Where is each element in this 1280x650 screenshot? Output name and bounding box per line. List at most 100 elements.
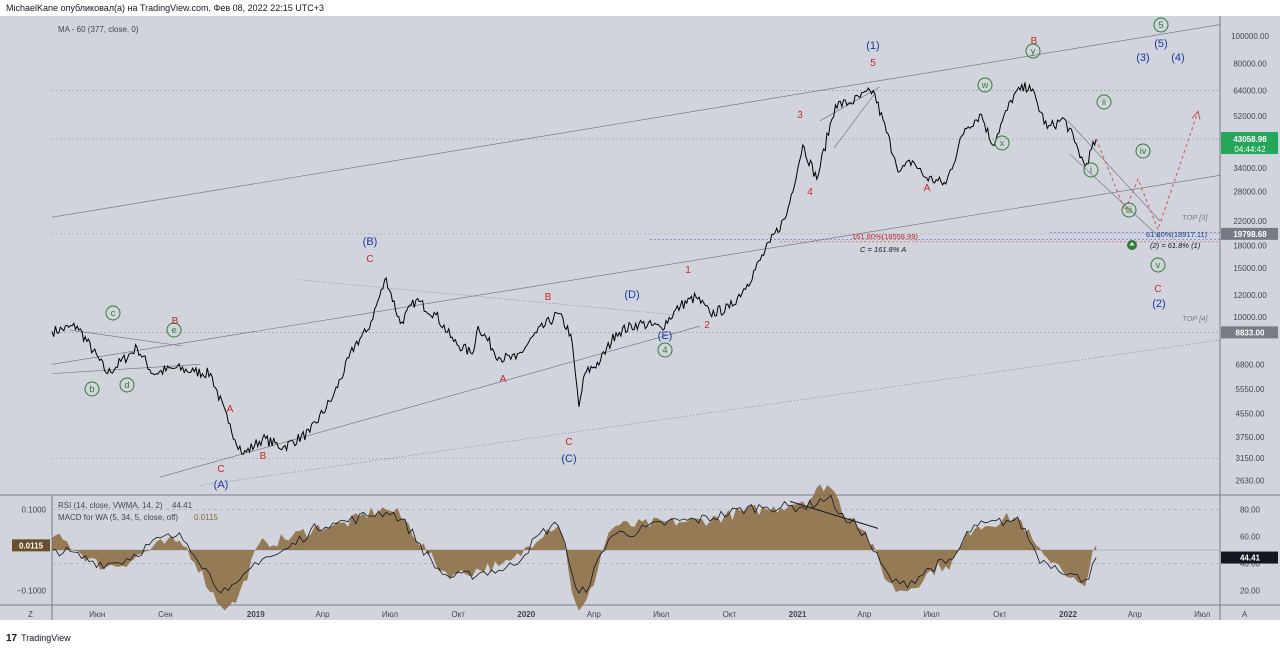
time-tick-label: Июл xyxy=(382,610,399,619)
wave-label-red: 2 xyxy=(704,320,710,331)
price-tick-label: 2630.00 xyxy=(1236,476,1265,485)
wave-label-red: 3 xyxy=(797,110,803,121)
fib-blue-note: (2) = 61.8% (1) xyxy=(1150,241,1201,250)
price-tick-label: 18000.00 xyxy=(1233,242,1267,251)
wave-marker-green xyxy=(1083,162,1099,178)
current-price-badge-bg xyxy=(1221,132,1278,155)
wedge2-upper xyxy=(1067,120,1161,222)
current-price-badge-timer: 04:44:42 xyxy=(1234,145,1266,154)
top3-price-badge-bg xyxy=(1221,227,1278,240)
rsi-tick-label: 80.00 xyxy=(1240,506,1261,515)
price-tick-label: 28000.00 xyxy=(1233,188,1267,197)
macd-area xyxy=(52,484,1097,611)
macd-indicator-label: MACD for WA (5, 34, 5, close, off) xyxy=(58,513,178,522)
wave-marker-green xyxy=(1150,257,1166,273)
wave-label-green: 4 xyxy=(662,345,667,355)
top4-price-badge-bg xyxy=(1221,326,1278,339)
arrow-up-icon-glyph xyxy=(1129,242,1135,246)
wave-label-green: iv xyxy=(1140,146,1147,156)
time-tick-label: 2021 xyxy=(789,610,807,619)
wave-marker-green xyxy=(657,342,673,358)
channel-upper xyxy=(51,24,1221,218)
top3-price-badge: 19798.68 xyxy=(1233,230,1267,239)
rsi-divergence-line xyxy=(789,500,879,529)
rsi-indicator-value: 44.41 xyxy=(172,501,193,510)
wedge-lower xyxy=(51,364,201,374)
price-pane-bg xyxy=(52,16,1220,494)
time-tick-label: 2022 xyxy=(1059,610,1077,619)
wave-label-blue: (2) xyxy=(1152,298,1165,310)
fib-red-label: 161.80%(18558.99) xyxy=(852,232,918,241)
footer-brand: TradingView xyxy=(21,633,71,643)
wave-label-red: C xyxy=(217,464,224,475)
time-tick-label: 2019 xyxy=(247,610,265,619)
price-tick-label: 100000.00 xyxy=(1231,32,1269,41)
macd-indicator-value: 0.0115 xyxy=(194,513,218,522)
wave-marker-green xyxy=(1153,17,1169,33)
wave-label-green: b xyxy=(89,384,94,394)
wave-label-red: C xyxy=(565,437,572,448)
wave-label-red: 5 xyxy=(870,58,876,69)
rsi-indicator-label: RSI (14, close, VWMA, 14, 2) xyxy=(58,501,163,510)
wave-marker-green xyxy=(1096,94,1112,110)
wave-label-red: A xyxy=(227,404,234,415)
wave-label-red: C xyxy=(366,254,373,265)
price-tick-label: 3750.00 xyxy=(1236,433,1265,442)
wave-label-blue: (C) xyxy=(561,453,576,465)
time-tick-label: Апр xyxy=(587,610,602,619)
macd-tick-label: −0.1000 xyxy=(17,587,47,596)
time-axis-right-button[interactable]: A xyxy=(1242,610,1248,619)
macd-tick-label: 0.1000 xyxy=(22,506,47,515)
wave-marker-green xyxy=(1135,143,1151,159)
publish-attribution: MichaelKane опубликовал(а) на TradingVie… xyxy=(0,0,1280,16)
wave-label-green: x xyxy=(1000,138,1005,148)
wave-label-green: w xyxy=(981,80,989,90)
ma-indicator-label: MA - 60 (377, close, 0) xyxy=(58,25,139,34)
wave-label-green: v xyxy=(1156,260,1161,270)
time-tick-label: Июл xyxy=(1194,610,1211,619)
rsi-value-badge-bg xyxy=(1221,551,1278,564)
wave-marker-green xyxy=(166,322,182,338)
time-axis-left-button[interactable]: Z xyxy=(28,610,33,619)
wave-label-green: 5 xyxy=(1158,20,1163,30)
rsi-line xyxy=(51,494,1097,595)
wave-marker-green xyxy=(994,135,1010,151)
price-tick-label: 10000.00 xyxy=(1233,313,1267,322)
price-tick-label: 3150.00 xyxy=(1236,454,1265,463)
wave5-line-bottom xyxy=(833,94,875,149)
wave-label-blue: (1) xyxy=(866,40,879,52)
rsi-tick-label: 40.00 xyxy=(1240,560,1261,569)
price-series-line xyxy=(51,82,1097,456)
fib-blue-label: 61.80%(18917.11) xyxy=(1146,230,1208,239)
time-tick-label: Апр xyxy=(857,610,872,619)
projection-path xyxy=(1095,111,1199,232)
chart-area[interactable]: B A C B C B A C 1 2 3 4 5 A B C (A) (B) (C) (D) (E) (1) (2) (3)… xyxy=(0,16,1280,620)
wave-marker-green xyxy=(977,77,993,93)
wave-label-blue: (A) xyxy=(214,479,229,491)
wave-marker-green xyxy=(84,381,100,397)
wave-label-green: ii xyxy=(1102,97,1106,107)
wave-marker-green xyxy=(1025,43,1041,59)
top4-label: TOP [4] xyxy=(1182,314,1208,323)
wave-label-green: e xyxy=(171,325,176,335)
triangle-upper xyxy=(297,279,676,316)
price-tick-label: 4550.00 xyxy=(1236,409,1265,418)
chart-svg[interactable]: B A C B C B A C 1 2 3 4 5 A B C (A) (B) (C) (D) (E) (1) (2) (3)… xyxy=(0,16,1280,620)
wedge2-lower xyxy=(1069,154,1161,238)
price-tick-label: 64000.00 xyxy=(1233,87,1267,96)
wave-label-green: y xyxy=(1031,46,1036,56)
price-tick-label: 22000.00 xyxy=(1233,217,1267,226)
wave-label-red: C xyxy=(1154,284,1161,295)
wave-marker-green xyxy=(105,305,121,321)
wedge-upper xyxy=(69,329,183,347)
wave-label-red: B xyxy=(260,451,267,462)
price-tick-label: 6800.00 xyxy=(1236,360,1265,369)
projection-arrow xyxy=(1191,110,1201,120)
wave-label-blue: (E) xyxy=(658,330,673,342)
wave-label-red: A xyxy=(924,183,931,194)
price-tick-label: 15000.00 xyxy=(1233,264,1267,273)
rsi-tick-label: 20.00 xyxy=(1240,587,1261,596)
time-tick-label: Сен xyxy=(158,610,173,619)
current-price-badge: 43058.98 xyxy=(1233,135,1267,144)
macd-value-badge: 0.0115 xyxy=(19,541,44,550)
